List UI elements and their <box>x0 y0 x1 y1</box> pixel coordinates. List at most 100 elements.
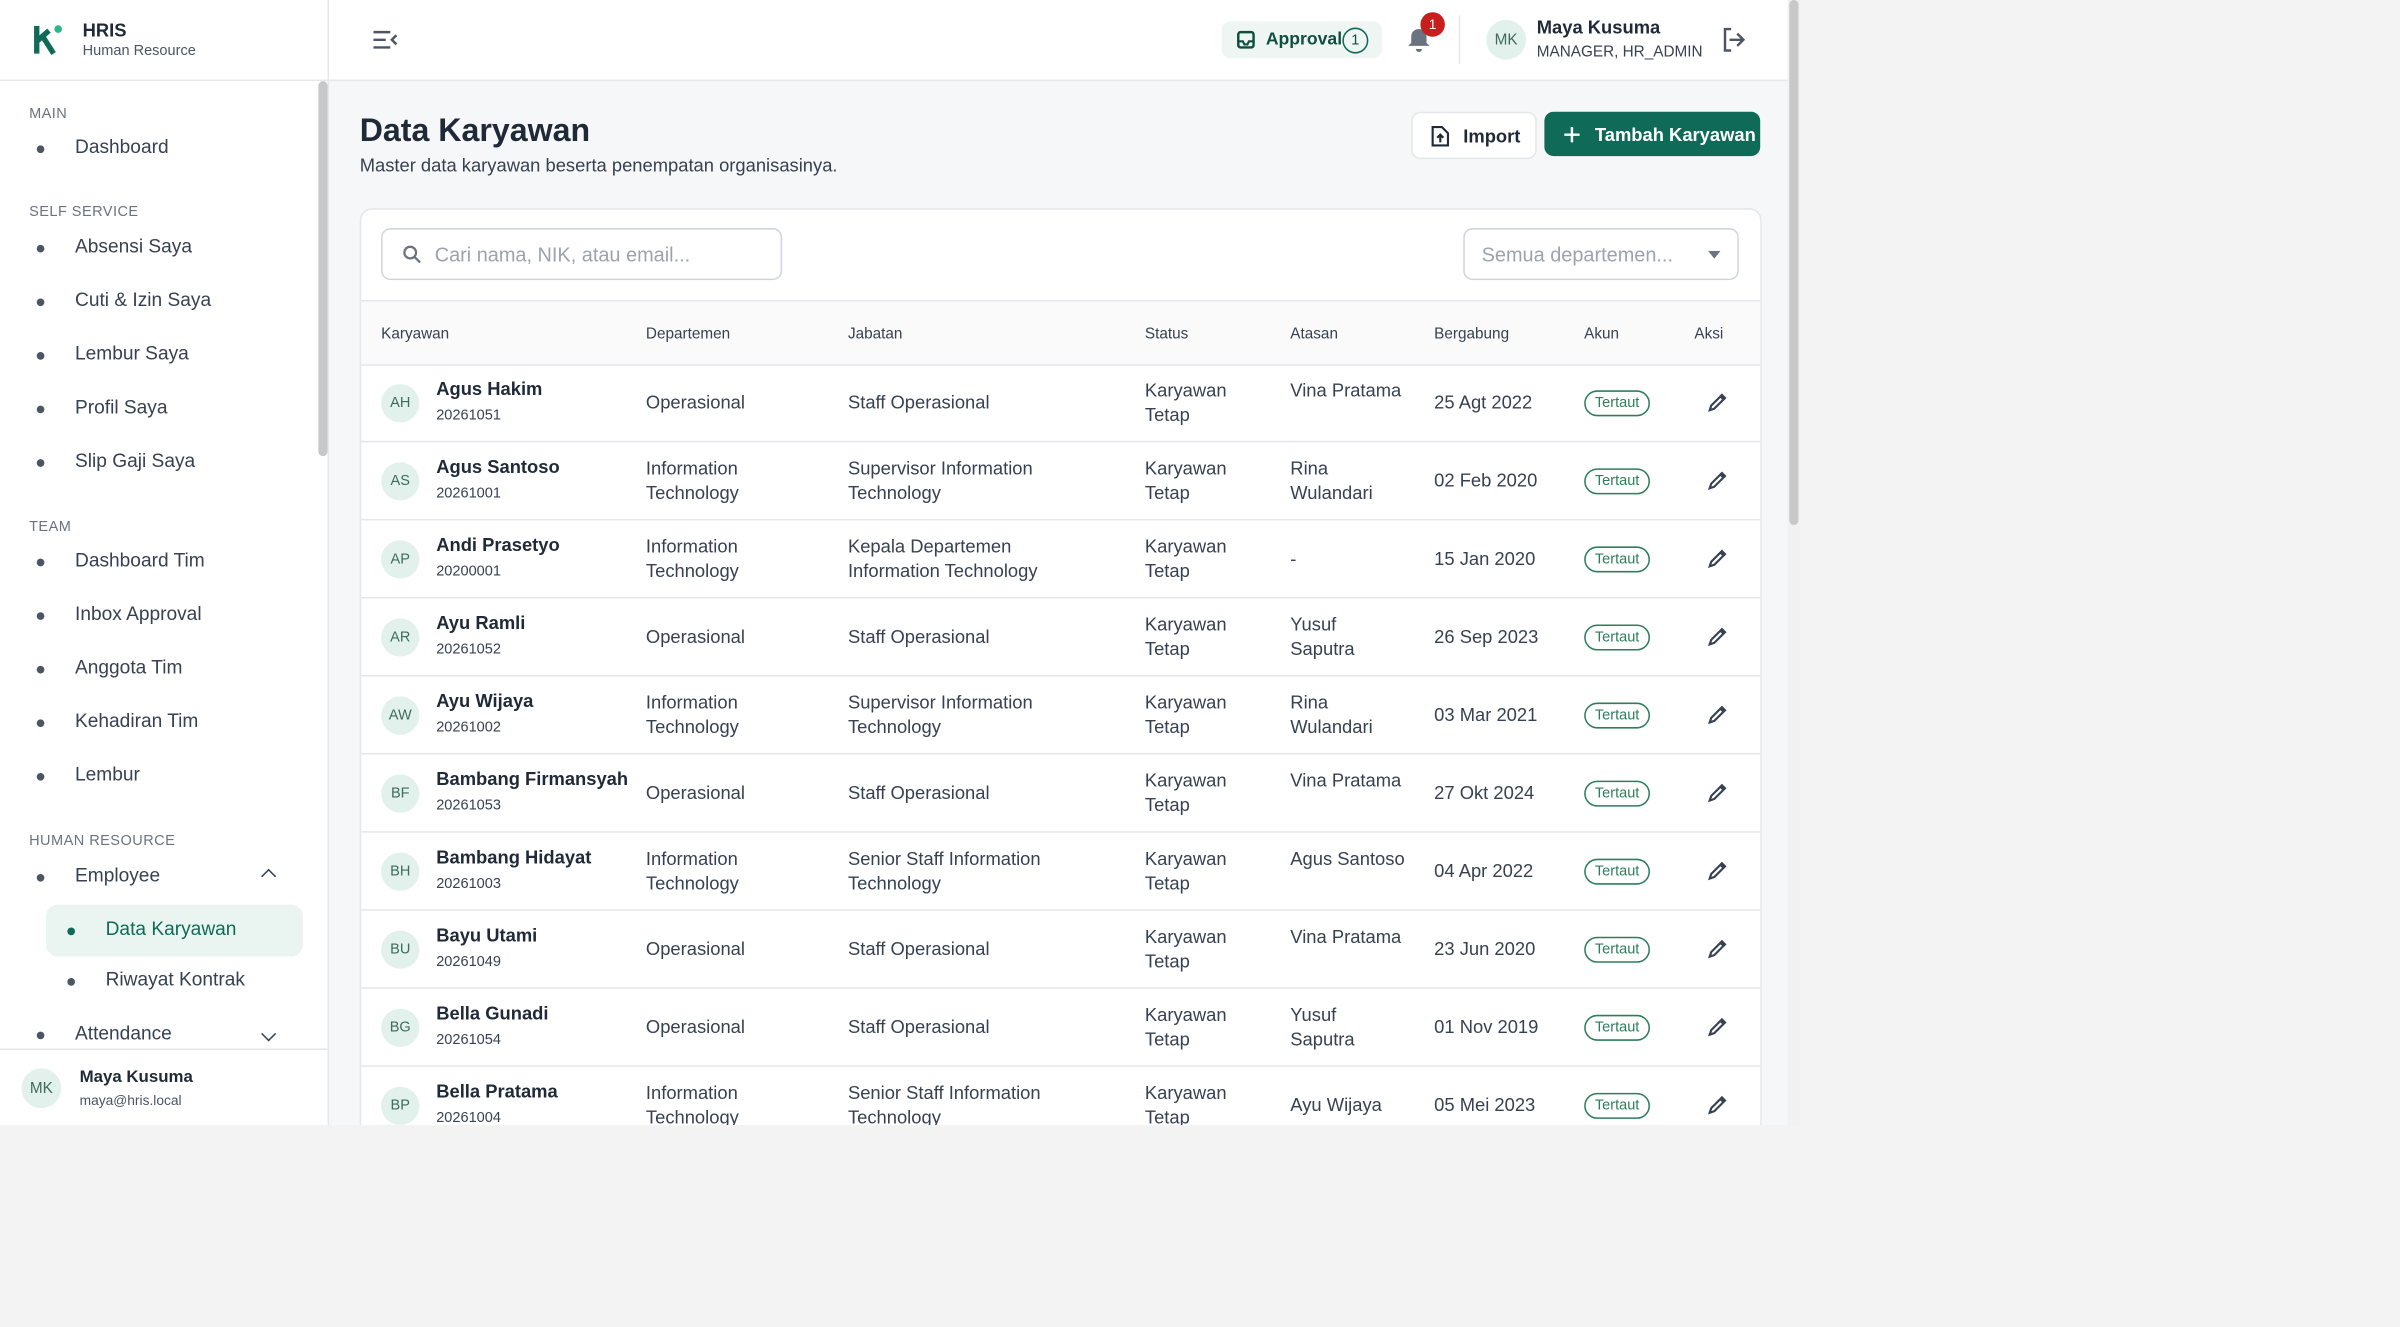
employee-name[interactable]: Andi Prasetyo <box>436 534 560 556</box>
file-icon <box>1431 125 1450 146</box>
cell: Karyawan Tetap <box>1144 926 1227 972</box>
table-card: Cari nama, NIK, atau email... Semua depa… <box>359 208 1762 1125</box>
employee-name[interactable]: Bambang Hidayat <box>436 846 592 868</box>
nav-item[interactable]: Employee <box>0 851 317 903</box>
edit-button[interactable] <box>1707 548 1728 569</box>
logout[interactable] <box>1720 26 1748 54</box>
nav-icon <box>36 352 45 360</box>
cell: Ayu Wijaya <box>1290 1094 1382 1116</box>
cell: Karyawan Tetap <box>1144 1082 1227 1125</box>
cell: Yusuf Saputra <box>1290 1004 1355 1050</box>
section-label: TEAM <box>29 518 72 536</box>
nav-item[interactable]: Slip Gaji Saya <box>0 436 317 488</box>
edit-button[interactable] <box>1707 470 1728 491</box>
avatar: AH <box>381 384 420 423</box>
nav-item[interactable]: Anggota Tim <box>0 643 317 695</box>
import-label: Import <box>1463 124 1521 147</box>
department-select[interactable]: Semua departemen... <box>1463 228 1739 281</box>
employee-name[interactable]: Agus Santoso <box>436 456 560 478</box>
cell: 26 Sep 2023 <box>1434 626 1539 648</box>
search-input[interactable]: Cari nama, NIK, atau email... <box>381 228 783 281</box>
account-status: Tertaut <box>1584 702 1651 729</box>
edit-button[interactable] <box>1707 938 1728 959</box>
cell: Vina Pratama <box>1290 769 1402 792</box>
menu-toggle[interactable] <box>372 29 400 50</box>
nav-label: Profil Saya <box>74 396 168 418</box>
page-title: Data Karyawan <box>359 113 591 149</box>
nav-label: Dashboard <box>74 136 169 158</box>
table-row: AR Ayu Ramli 20261052 Operasional Staff Oper… <box>361 598 1761 677</box>
nav-item[interactable]: Lembur <box>0 750 317 802</box>
table-row: BH Bambang Hidayat 20261003 Information Tec… <box>361 833 1761 911</box>
employee-name[interactable]: Ayu Ramli <box>436 612 526 634</box>
nav-item[interactable]: Data Karyawan <box>45 904 304 957</box>
account-status: Tertaut <box>1584 1014 1651 1041</box>
nav-item[interactable]: Cuti & Izin Saya <box>0 276 317 328</box>
avatar[interactable]: MK <box>1486 19 1527 60</box>
edit-button[interactable] <box>1707 782 1728 803</box>
cell: 03 Mar 2021 <box>1434 704 1538 726</box>
nav-item[interactable]: Absensi Saya <box>0 222 317 274</box>
chevron <box>261 868 277 884</box>
nav-item[interactable]: Attendance <box>0 1009 317 1049</box>
employee-nik: 20200001 <box>436 563 501 581</box>
employee-nik: 20261002 <box>436 719 501 737</box>
add-button[interactable]: Tambah Karyawan <box>1544 111 1761 157</box>
cell: Information Technology <box>645 847 739 894</box>
nav-item[interactable]: Profil Saya <box>0 383 317 435</box>
nav-item[interactable]: Kehadiran Tim <box>0 696 317 748</box>
employee-name[interactable]: Bayu Utami <box>436 924 538 946</box>
edit-button[interactable] <box>1707 860 1728 881</box>
cell: Staff Operasional <box>847 782 990 804</box>
cell: Yusuf Saputra <box>1290 613 1355 660</box>
edit-button[interactable] <box>1707 392 1728 413</box>
cell: 15 Jan 2020 <box>1434 547 1536 570</box>
user-footer[interactable]: MK Maya Kusuma maya@hris.local <box>0 1048 328 1125</box>
cell: 01 Nov 2019 <box>1434 1016 1539 1038</box>
nav-item[interactable]: Dashboard <box>0 122 317 174</box>
employee-name[interactable]: Bella Pratama <box>436 1080 558 1103</box>
user-email: maya@hris.local <box>79 1092 182 1109</box>
cell: Supervisor Information Technology <box>847 691 1033 738</box>
employee-name[interactable]: Agus Hakim <box>436 378 543 400</box>
employee-nik: 20261001 <box>436 485 501 503</box>
employee-nik: 20261054 <box>436 1031 501 1049</box>
edit-button[interactable] <box>1707 1094 1728 1115</box>
account-status: Tertaut <box>1584 624 1651 651</box>
edit-button[interactable] <box>1707 704 1728 725</box>
nav-label: Cuti & Izin Saya <box>74 289 212 311</box>
cell: Operasional <box>645 782 745 804</box>
nav-label: Absensi Saya <box>74 235 192 258</box>
bell[interactable] <box>1405 26 1433 54</box>
account-status: Tertaut <box>1584 390 1651 417</box>
import-button[interactable]: Import <box>1411 111 1537 160</box>
nav-icon <box>36 772 45 781</box>
divider <box>1458 15 1461 65</box>
edit-button[interactable] <box>1707 1016 1728 1037</box>
nav-label: Inbox Approval <box>74 603 202 625</box>
employee-name[interactable]: Ayu Wijaya <box>436 690 534 712</box>
user-name: Maya Kusuma <box>1536 16 1661 39</box>
cell: Operasional <box>645 1016 745 1038</box>
cell: 23 Jun 2020 <box>1434 938 1536 960</box>
cell: Staff Operasional <box>847 626 990 648</box>
approval-button[interactable]: Approval 1 <box>1221 21 1383 59</box>
employee-name[interactable]: Bella Gunadi <box>436 1002 549 1024</box>
edit-button[interactable] <box>1707 626 1728 647</box>
nav-item[interactable]: Lembur Saya <box>0 329 317 381</box>
avatar: AP <box>381 540 420 579</box>
nav-item[interactable]: Inbox Approval <box>0 589 317 641</box>
avatar: BG <box>381 1008 420 1047</box>
select-placeholder: Semua departemen... <box>1481 243 1674 267</box>
table-header: Karyawan Departemen Jabatan Status Atasan Ber… <box>361 299 1761 366</box>
notification-badge: 1 <box>1420 12 1445 37</box>
account-status: Tertaut <box>1584 1092 1651 1119</box>
employee-name[interactable]: Bambang Firmansyah <box>436 768 629 790</box>
brand[interactable]: HRIS Human Resource <box>0 0 328 82</box>
table-row: AW Ayu Wijaya 20261002 Information Technolo… <box>361 677 1761 755</box>
nav-item[interactable]: Riwayat Kontrak <box>0 955 317 1007</box>
avatar: BH <box>381 852 420 891</box>
nav-item[interactable]: Dashboard Tim <box>0 536 317 588</box>
table-row: AP Andi Prasetyo 20200001 Information Techn… <box>361 520 1761 599</box>
approval-label: Approval <box>1265 30 1343 49</box>
